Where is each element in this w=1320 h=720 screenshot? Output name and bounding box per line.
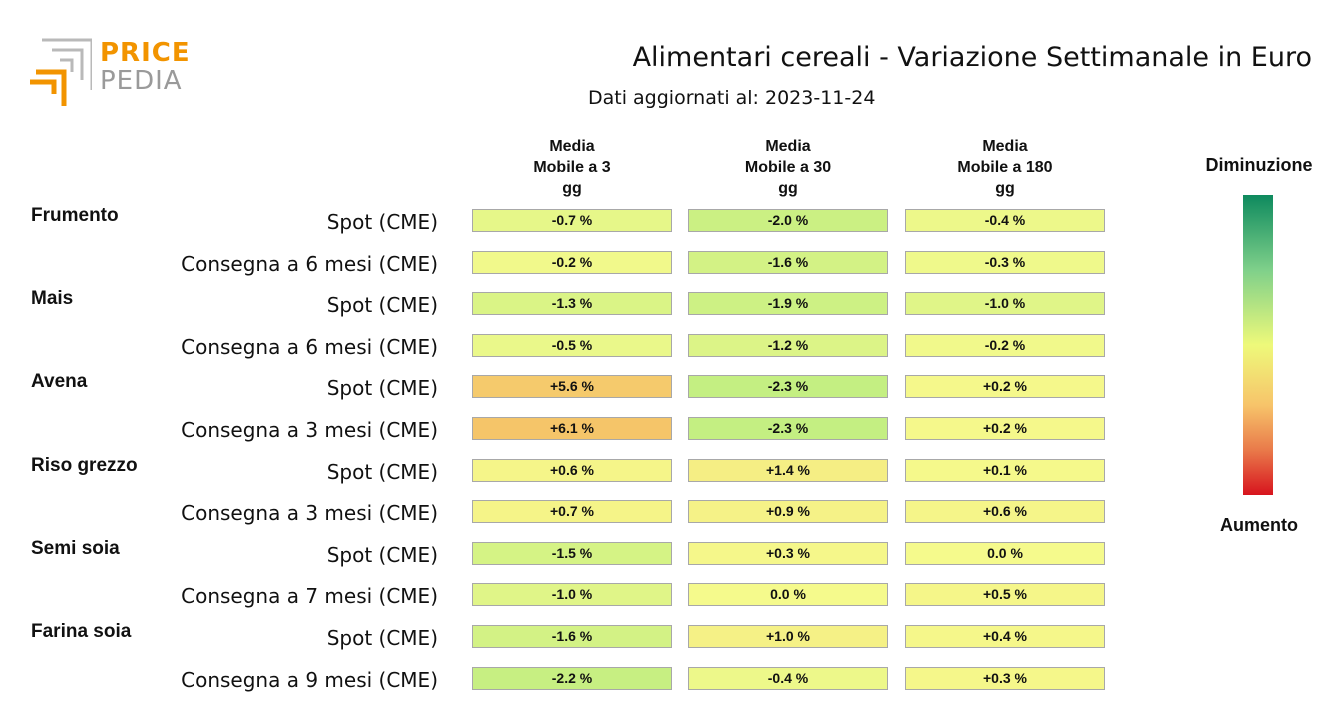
heatmap-cell: -0.3 %	[905, 250, 1105, 274]
chart-title: Alimentari cereali - Variazione Settiman…	[632, 42, 1312, 73]
heatmap-cell: +0.4 %	[905, 625, 1105, 648]
heatmap-cell: +0.1 %	[905, 458, 1105, 482]
heatmap-cell: +0.2 %	[905, 375, 1105, 399]
logo-pedia-text: PEDIA	[100, 66, 183, 96]
heatmap-cell: 0.0 %	[688, 583, 888, 607]
heatmap-cell: +5.6 %	[472, 375, 672, 399]
legend-bottom-label: Aumento	[1220, 515, 1298, 535]
pricepedia-logo: PRICE PEDIA	[30, 38, 200, 110]
heatmap-cell: +0.5 %	[905, 583, 1105, 607]
heatmap-cell: -2.3 %	[688, 417, 888, 440]
heatmap-cell: +1.0 %	[688, 625, 888, 648]
heatmap-cell: -1.3 %	[472, 292, 672, 316]
heatmap-cell: +0.3 %	[688, 541, 888, 565]
heatmap-cell: -1.2 %	[688, 333, 888, 357]
group-label: Semi soia	[31, 537, 120, 559]
heatmap-cell: +1.4 %	[688, 458, 888, 482]
heatmap-cell: -2.2 %	[472, 666, 672, 690]
heatmap-cell: +0.6 %	[472, 458, 672, 482]
column-header-3: Media Mobile a 180 gg	[957, 138, 1053, 197]
logo-price-text: PRICE	[100, 38, 191, 68]
row-label: Spot (CME)	[326, 626, 438, 650]
row-label: Spot (CME)	[326, 376, 438, 401]
group-label: Frumento	[31, 205, 119, 226]
group-label: Riso grezzo	[31, 454, 138, 476]
heatmap-cell: -0.5 %	[472, 333, 672, 357]
heatmap-cell: -1.6 %	[688, 250, 888, 274]
row-label: Spot (CME)	[326, 210, 438, 234]
heatmap-cell: +0.7 %	[472, 500, 672, 524]
heatmap-cell: -0.7 %	[472, 209, 672, 232]
column-header-1: Media Mobile a 3 gg	[533, 138, 611, 197]
row-label: Spot (CME)	[326, 459, 438, 484]
heatmap-cell: -1.6 %	[472, 625, 672, 648]
legend-top-label: Diminuzione	[1205, 155, 1313, 175]
heatmap-cell: +0.9 %	[688, 500, 888, 524]
heatmap-cell: -2.0 %	[688, 209, 888, 232]
heatmap-cell: -1.9 %	[688, 292, 888, 316]
chart-subtitle: Dati aggiornati al: 2023-11-24	[588, 87, 876, 109]
heatmap-cell: 0.0 %	[905, 541, 1105, 565]
row-label: Consegna a 6 mesi (CME)	[181, 251, 438, 276]
group-label: Farina soia	[31, 621, 132, 642]
row-label: Spot (CME)	[326, 293, 438, 318]
heatmap-cell: -1.5 %	[472, 541, 672, 565]
heatmap-cell: -0.4 %	[905, 209, 1105, 232]
pricepedia-logo-mark	[30, 38, 92, 106]
heatmap-cell: -2.3 %	[688, 375, 888, 399]
row-label: Spot (CME)	[326, 542, 438, 567]
heatmap-cell: -1.0 %	[905, 292, 1105, 316]
group-label: Avena	[31, 371, 88, 393]
group-label: Mais	[31, 288, 74, 310]
heatmap-cell: -0.4 %	[688, 666, 888, 690]
heatmap-cell: +6.1 %	[472, 417, 672, 440]
color-scale-bar	[1243, 195, 1273, 495]
heatmap-cell: -0.2 %	[472, 250, 672, 274]
column-header-2: Media Mobile a 30 gg	[744, 138, 832, 197]
row-label: Consegna a 7 mesi (CME)	[181, 584, 438, 609]
row-label: Consegna a 9 mesi (CME)	[181, 667, 438, 692]
heatmap-cell: +0.3 %	[905, 666, 1105, 690]
heatmap-cell: +0.2 %	[905, 417, 1105, 440]
row-label: Consegna a 3 mesi (CME)	[181, 501, 438, 526]
row-label: Consegna a 6 mesi (CME)	[181, 334, 438, 359]
heatmap-cell: -1.0 %	[472, 583, 672, 607]
heatmap-cell: +0.6 %	[905, 500, 1105, 524]
heatmap-cell: -0.2 %	[905, 333, 1105, 357]
row-label: Consegna a 3 mesi (CME)	[181, 418, 438, 442]
